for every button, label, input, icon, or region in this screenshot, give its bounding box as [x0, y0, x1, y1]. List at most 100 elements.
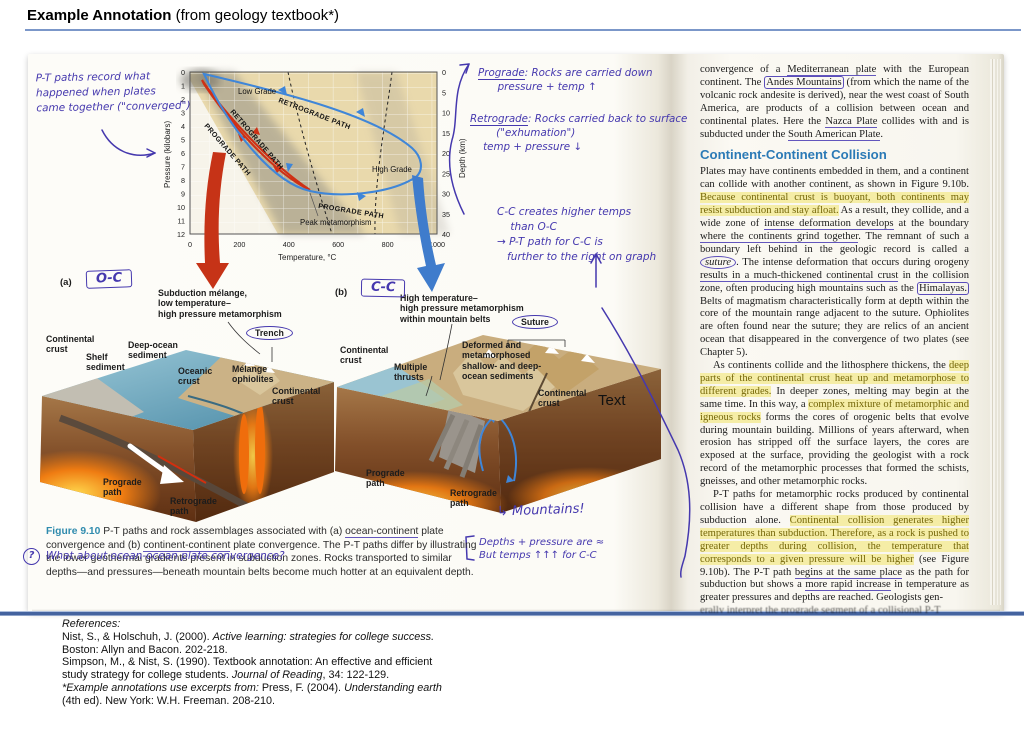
pt-note: P-T paths record what happened when plat… [35, 70, 191, 115]
depths-note: Depths + pressure are ≈ But temps ↑↑↑ fo… [479, 537, 605, 561]
text-box-artifact: Text [598, 392, 626, 409]
title-bold: Example Annotation [27, 7, 172, 24]
references-block: References: Nist, S., & Holschuh, J. (20… [62, 618, 762, 708]
retrograde-note: Retrograde: Rocks carried back to surfac… [470, 112, 687, 154]
paragraph-1: convergence of a Mediterranean plate wit… [700, 64, 969, 141]
cc-box: C-C [360, 278, 406, 298]
label-trench: Trench [246, 326, 293, 340]
svg-text:6: 6 [181, 149, 185, 158]
references-line: (4th ed). New York: W.H. Freeman. 208-21… [62, 694, 276, 707]
temperature-axis-label: Temperature, °C [278, 253, 337, 262]
title-divider [25, 29, 1021, 31]
label-cont-crust-b-right: Continental crust [538, 388, 587, 409]
svg-text:600: 600 [332, 240, 344, 249]
peak-label: Peak metamorphism [300, 218, 372, 227]
block-a-top [42, 350, 334, 430]
prograde-term: Prograde [478, 67, 525, 80]
prograde-note: Prograde: Rocks are carried down pressur… [478, 66, 653, 94]
svg-text:1000: 1000 [429, 240, 445, 249]
temp-ticks: 0 200 400 600 800 1000 [188, 240, 445, 249]
svg-text:10: 10 [177, 203, 185, 212]
references-line: References: [62, 618, 121, 630]
svg-text:0: 0 [188, 240, 192, 249]
svg-text:12: 12 [177, 230, 185, 239]
low-grade-label: Low Grade [238, 87, 276, 96]
svg-text:1: 1 [181, 82, 185, 91]
svg-text:35: 35 [442, 210, 450, 219]
label-retrograde-a: Retrograde path [170, 496, 217, 517]
high-grade-label: High Grade [372, 165, 412, 174]
book-bottom-edge [32, 609, 1000, 612]
depth-ticks: 0 5 10 15 20 25 30 35 40 [442, 68, 450, 239]
paragraph-4: P-T paths for metamorphic rocks produced… [700, 489, 970, 604]
paragraph-3: As continents collide and the lithospher… [700, 360, 969, 488]
label-multiple-thrusts: Multiple thrusts [394, 362, 428, 383]
bottom-divider [0, 611, 1024, 616]
cc-note: C-C creates higher temps than O-C → P-T … [497, 206, 657, 263]
svg-text:8: 8 [181, 176, 185, 185]
depth-axis-label: Depth (km) [458, 138, 467, 178]
page-edges [990, 59, 1001, 605]
svg-text:400: 400 [283, 240, 295, 249]
svg-text:30: 30 [442, 190, 450, 199]
paragraph-2: Plates may have continents embedded in t… [700, 166, 969, 359]
svg-text:20: 20 [442, 149, 450, 158]
retrograde-body: : Rocks carried back to surface ("exhuma… [483, 113, 688, 153]
label-deformed-sediments: Deformed and metamorphosed shallow- and … [462, 340, 542, 382]
label-prograde-b: Prograde path [366, 468, 405, 489]
svg-text:9: 9 [181, 190, 185, 199]
references-line: Boston: Allyn and Bacon. 202-218. [62, 643, 228, 656]
question-note: What about ocean-ocean plate convergence… [46, 550, 285, 562]
references-line: Simpson, M., & Nist, S. (1990). Textbook… [62, 656, 433, 669]
label-cont-crust-b-left: Continental crust [340, 345, 389, 366]
svg-text:25: 25 [442, 169, 450, 178]
svg-text:15: 15 [442, 129, 450, 138]
label-retrograde-b: Retrograde path [450, 488, 497, 509]
pressure-axis-label: Pressure (kilobars) [163, 121, 172, 188]
right-page-text: convergence of a Mediterranean plate wit… [700, 64, 969, 613]
svg-text:5: 5 [181, 136, 185, 145]
question-mark-circle: ? [23, 548, 40, 565]
label-cont-crust-a-right: Continental crust [272, 386, 321, 407]
svg-text:11: 11 [178, 217, 185, 226]
svg-text:10: 10 [442, 109, 450, 118]
pt-graph: PROGRADE PATH RETROGRADE PATH RETROGRADE… [163, 68, 467, 262]
suture-pen-circle: Suture [512, 315, 558, 329]
references-line: Nist, S., & Holschuh, J. (2000). Active … [62, 630, 435, 643]
references-line: study strategy for college students. Jou… [62, 669, 390, 682]
label-deep-ocean-sediment: Deep-ocean sediment [128, 340, 178, 361]
page-title: Example Annotation (from geology textboo… [27, 7, 339, 24]
section-heading: Continent-Continent Collision [700, 147, 887, 163]
retrograde-term: Retrograde [470, 113, 529, 126]
label-prograde-a: Prograde path [103, 477, 142, 498]
peak-leader-line [309, 192, 319, 217]
trench-pen-circle: Trench [246, 326, 293, 340]
label-oceanic-crust: Oceanic crust [178, 366, 213, 387]
svg-text:800: 800 [382, 240, 394, 249]
svg-text:2: 2 [181, 95, 185, 104]
svg-text:0: 0 [181, 68, 185, 77]
graph-plot [180, 69, 450, 235]
label-cont-crust-a-left: Continental crust [46, 334, 95, 355]
title-rest: (from geology textbook*) [171, 7, 340, 24]
svg-text:40: 40 [442, 230, 450, 239]
mountains-note: ↳ Mountains! [496, 501, 585, 520]
diagram-a-art [40, 350, 334, 522]
svg-text:7: 7 [181, 163, 185, 172]
svg-text:0: 0 [442, 68, 446, 77]
svg-text:3: 3 [181, 109, 185, 118]
diagram-a-tag: (a) [60, 277, 72, 288]
references-line: *Example annotations use excerpts from: … [62, 681, 442, 694]
diagram-b-tag: (b) [335, 287, 348, 298]
prograde-body: : Rocks are carried down pressure + temp… [497, 67, 653, 93]
label-shelf-sediment: Shelf sediment [86, 352, 125, 373]
svg-text:200: 200 [233, 240, 245, 249]
svg-text:5: 5 [442, 88, 446, 97]
label-melange-ophiolites: Mélange ophiolites [232, 364, 274, 385]
label-subduction-melange: Subduction mélange, low temperature– hig… [158, 288, 282, 319]
figure-caption: Figure 9.10 P-T paths and rock assemblag… [46, 526, 477, 579]
label-high-temp: High temperature– high pressure metamorp… [400, 293, 524, 324]
svg-text:4: 4 [181, 122, 185, 131]
